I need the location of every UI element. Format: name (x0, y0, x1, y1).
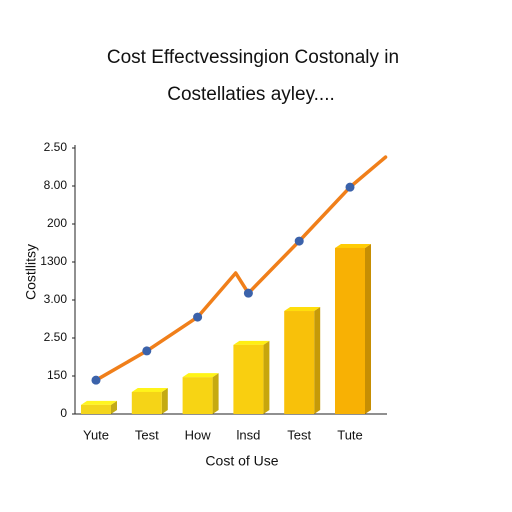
bar (284, 311, 315, 414)
bar-top (131, 387, 168, 392)
bar (182, 377, 213, 414)
y-tick-label: 200 (47, 216, 67, 230)
line-marker (142, 346, 152, 356)
line-marker (91, 375, 101, 385)
line-marker (243, 288, 253, 298)
line (94, 155, 388, 382)
chart-subtitle: Costellaties ayley.... (167, 84, 335, 105)
bar-top (182, 373, 219, 378)
bar-side (263, 340, 270, 414)
bar-side (111, 400, 117, 414)
bar (233, 344, 264, 414)
bar-side (212, 373, 219, 414)
line-marker (294, 236, 304, 246)
y-tick-label: 0 (60, 406, 67, 420)
bar (335, 247, 365, 414)
x-tick-label: How (185, 427, 212, 442)
bar-top (233, 340, 270, 345)
bar (81, 404, 111, 414)
y-tick-label: 8.00 (44, 178, 68, 192)
x-tick-label: Yute (83, 427, 109, 442)
x-axis-label: Cost of Use (205, 453, 278, 469)
x-tick-label: Test (135, 427, 159, 442)
y-tick-label: 3.00 (44, 292, 68, 306)
bar-side (161, 387, 168, 414)
bar-top (81, 400, 117, 405)
bar-side (365, 243, 371, 414)
bar (131, 391, 162, 414)
y-tick-label: 150 (47, 368, 67, 382)
line-marker (345, 182, 355, 192)
x-tick-label: lnsd (236, 427, 260, 442)
y-axis-label: Costllitsy (23, 244, 39, 300)
chart-title: Cost Effectvessingion Costonaly in (107, 47, 399, 68)
bar-top (284, 307, 321, 312)
y-tick-label: 2.50 (44, 330, 68, 344)
x-tick-label: Test (287, 427, 311, 442)
y-tick-label: 1300 (40, 254, 67, 268)
line-marker (193, 312, 203, 322)
bar-side (314, 307, 321, 414)
y-tick-label: 2.50 (44, 140, 68, 154)
x-tick-label: Tute (337, 427, 363, 442)
bar-top (335, 243, 371, 248)
